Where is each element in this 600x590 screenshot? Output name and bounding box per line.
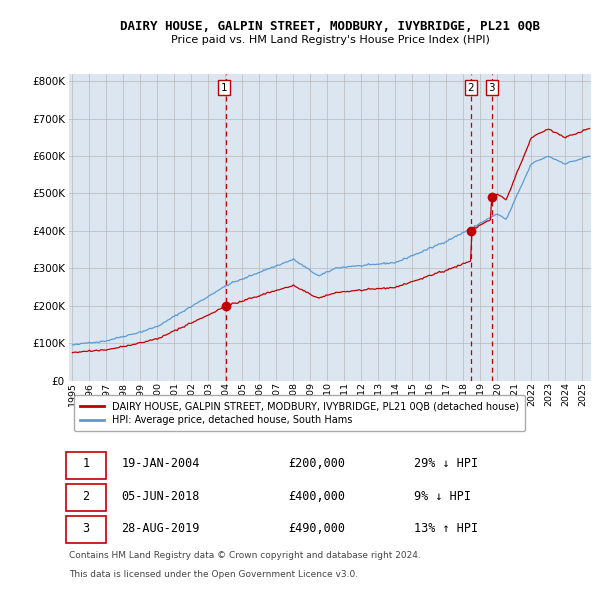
Text: 13% ↑ HPI: 13% ↑ HPI: [413, 522, 478, 535]
Text: 2: 2: [82, 490, 89, 503]
Text: £400,000: £400,000: [288, 490, 345, 503]
Text: DAIRY HOUSE, GALPIN STREET, MODBURY, IVYBRIDGE, PL21 0QB: DAIRY HOUSE, GALPIN STREET, MODBURY, IVY…: [120, 20, 540, 33]
Text: Price paid vs. HM Land Registry's House Price Index (HPI): Price paid vs. HM Land Registry's House …: [170, 35, 490, 45]
Text: £200,000: £200,000: [288, 457, 345, 470]
Text: 1: 1: [82, 457, 89, 470]
Text: Contains HM Land Registry data © Crown copyright and database right 2024.: Contains HM Land Registry data © Crown c…: [69, 550, 421, 560]
Text: 9% ↓ HPI: 9% ↓ HPI: [413, 490, 470, 503]
Text: 28-AUG-2019: 28-AUG-2019: [121, 522, 200, 535]
Text: 3: 3: [82, 522, 89, 535]
Text: £490,000: £490,000: [288, 522, 345, 535]
FancyBboxPatch shape: [67, 453, 106, 478]
Text: 2: 2: [467, 83, 474, 93]
Text: 3: 3: [488, 83, 495, 93]
Text: 05-JUN-2018: 05-JUN-2018: [121, 490, 200, 503]
Text: 19-JAN-2004: 19-JAN-2004: [121, 457, 200, 470]
Text: 1: 1: [220, 83, 227, 93]
Text: This data is licensed under the Open Government Licence v3.0.: This data is licensed under the Open Gov…: [69, 570, 358, 579]
FancyBboxPatch shape: [67, 484, 106, 510]
Legend: DAIRY HOUSE, GALPIN STREET, MODBURY, IVYBRIDGE, PL21 0QB (detached house), HPI: : DAIRY HOUSE, GALPIN STREET, MODBURY, IVY…: [74, 395, 525, 431]
Text: 29% ↓ HPI: 29% ↓ HPI: [413, 457, 478, 470]
FancyBboxPatch shape: [67, 516, 106, 543]
